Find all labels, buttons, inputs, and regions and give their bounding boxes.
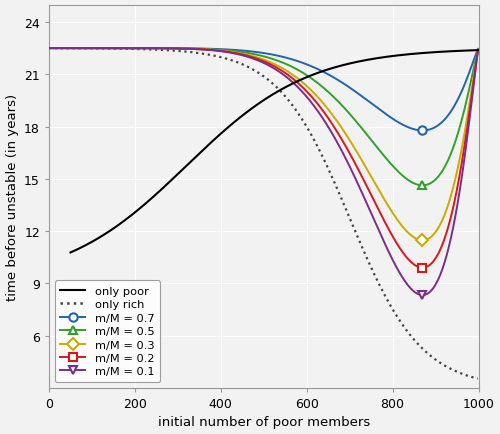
Legend: only poor, only rich, m/M = 0.7, m/M = 0.5, m/M = 0.3, m/M = 0.2, m/M = 0.1: only poor, only rich, m/M = 0.7, m/M = 0…	[54, 281, 160, 382]
X-axis label: initial number of poor members: initial number of poor members	[158, 415, 370, 428]
Y-axis label: time before unstable (in years): time before unstable (in years)	[6, 93, 18, 300]
